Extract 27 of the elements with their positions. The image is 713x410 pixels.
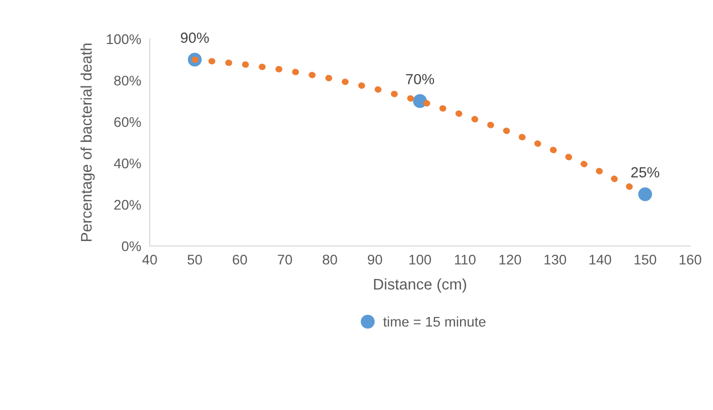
x-tick-label: 130 [544,254,566,265]
y-tick-label: 80% [114,76,141,86]
y-tick-label: 20% [114,200,141,210]
y-tick-label: 0% [122,241,141,252]
x-tick-label: 70 [278,254,292,265]
x-tick-label: 40 [142,254,157,265]
x-tick-label: 150 [634,254,656,265]
x-tick-label: 140 [590,254,612,265]
y-tick-label: 60% [114,117,141,127]
y-tick-label: 100% [106,34,141,44]
x-tick-label: 110 [454,254,476,265]
data-label: 70% [406,74,434,84]
legend-label: time = 15 minute [383,316,486,327]
x-tick-label: 100 [409,254,431,265]
x-tick-label: 80 [322,254,338,265]
x-axis-title: Distance (cm) [374,278,466,293]
x-tick-label: 120 [500,254,522,265]
x-tick-label: 90 [368,254,382,265]
data-label: 90% [180,32,209,43]
point [413,94,427,108]
x-tick-label: 50 [188,254,202,265]
x-tick-label: 60 [232,254,247,265]
data-label: 25% [631,167,660,178]
y-tick-label: 40% [114,158,141,168]
x-tick-label: 160 [680,254,702,265]
point [638,187,652,202]
y-axis-title: Percentage of bacterial death [80,44,95,242]
